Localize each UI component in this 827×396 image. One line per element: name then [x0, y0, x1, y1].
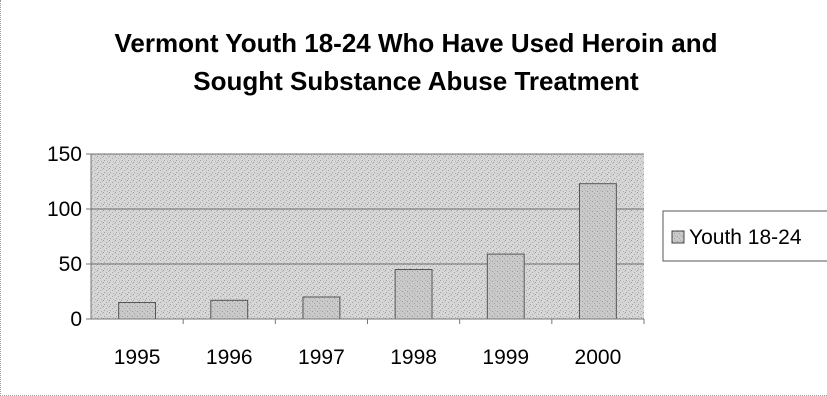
legend-swatch-youth-18-24	[671, 230, 685, 244]
bar-2000	[578, 183, 617, 320]
legend: Youth 18-24	[662, 210, 827, 262]
plot-area	[91, 154, 644, 319]
legend-box	[662, 210, 827, 262]
x-tick-label-1997: 1997	[298, 346, 345, 369]
x-tick-label-2000: 2000	[575, 346, 622, 369]
x-tick-label-1995: 1995	[114, 346, 161, 369]
bars	[118, 183, 617, 320]
chart-title-line-1: Vermont Youth 18-24 Who Have Used Heroin…	[115, 28, 718, 58]
y-tick-label-0: 0	[70, 308, 82, 331]
bar-1997	[302, 296, 341, 320]
y-tick-label-100: 100	[47, 198, 82, 221]
gridlines	[91, 153, 644, 265]
bar-1998	[394, 269, 433, 320]
x-tick-label-1999: 1999	[482, 346, 529, 369]
y-axis-ticks: 0 50 100 150	[47, 143, 91, 331]
y-tick-label-50: 50	[59, 253, 82, 276]
chart-title-line-2: Sought Substance Abuse Treatment	[193, 66, 639, 96]
legend-label-youth-18-24: Youth 18-24	[689, 226, 802, 249]
x-tick-label-1996: 1996	[206, 346, 253, 369]
x-tick-label-1998: 1998	[390, 346, 437, 369]
y-tick-label-150: 150	[47, 143, 82, 166]
bar-1996	[210, 299, 249, 320]
x-axis-ticks: 1995 1996 1997 1998 1999 2000	[114, 319, 645, 369]
bar-1995	[118, 302, 157, 320]
bar-1999	[486, 253, 525, 320]
